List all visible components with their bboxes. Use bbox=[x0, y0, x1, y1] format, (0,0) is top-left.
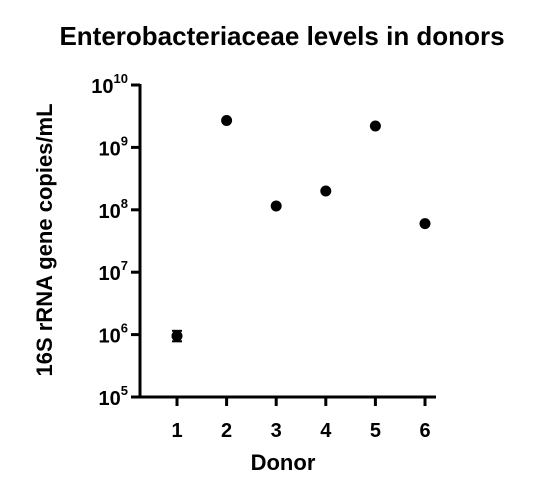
chart-title: Enterobacteriaceae levels in donors bbox=[59, 21, 504, 51]
y-tick-label: 108 bbox=[99, 196, 128, 223]
x-tick-label: 3 bbox=[271, 420, 282, 442]
y-tick-label: 105 bbox=[99, 383, 128, 410]
x-tick-label: 1 bbox=[171, 420, 182, 442]
x-axis-title: Donor bbox=[251, 450, 316, 475]
data-points bbox=[171, 114, 431, 342]
y-tick-label: 107 bbox=[99, 258, 128, 285]
data-point bbox=[419, 218, 431, 230]
data-point bbox=[270, 200, 282, 212]
x-tick-label: 2 bbox=[221, 420, 232, 442]
y-axis-ticks: 105 106 107 108 109 1010 bbox=[91, 71, 140, 410]
y-tick-label: 109 bbox=[99, 133, 128, 160]
y-axis-title: 16S rRNA gene copies/mL bbox=[32, 103, 57, 376]
x-tick-label: 6 bbox=[419, 420, 430, 442]
x-axis-ticks: 1 2 3 4 5 6 bbox=[171, 397, 431, 442]
x-tick-label: 4 bbox=[320, 420, 332, 442]
data-point bbox=[320, 185, 332, 197]
x-tick-label: 5 bbox=[370, 420, 381, 442]
y-tick-label: 1010 bbox=[91, 71, 128, 98]
y-tick-label: 106 bbox=[99, 321, 128, 348]
data-point bbox=[171, 330, 183, 342]
data-point bbox=[369, 120, 381, 132]
data-point bbox=[221, 114, 233, 126]
